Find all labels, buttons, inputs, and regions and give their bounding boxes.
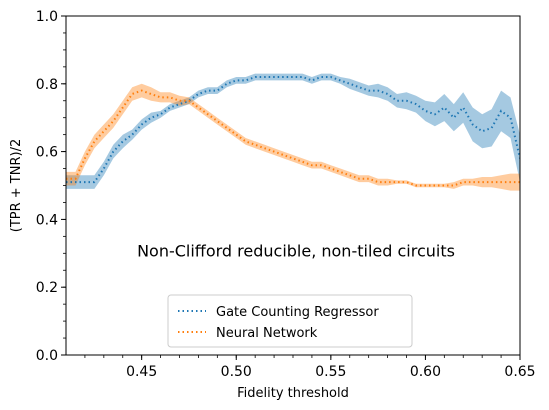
x-tick-label: 0.55 bbox=[315, 364, 346, 380]
y-axis: 0.0 0.2 0.4 0.6 0.8 1.0 bbox=[36, 9, 66, 364]
y-tick-label: 0.2 bbox=[36, 280, 58, 296]
legend-label-gate-counting: Gate Counting Regressor bbox=[216, 305, 379, 320]
y-tick-label: 0.6 bbox=[36, 145, 58, 161]
x-axis-label: Fidelity threshold bbox=[237, 386, 349, 401]
x-axis: 0.45 0.50 0.55 0.60 0.65 bbox=[84, 355, 536, 380]
legend-label-neural-network: Neural Network bbox=[216, 326, 318, 341]
x-tick-label: 0.65 bbox=[504, 364, 535, 380]
y-tick-label: 0.0 bbox=[36, 348, 58, 364]
y-tick-label: 0.8 bbox=[36, 77, 58, 93]
x-tick-label: 0.45 bbox=[126, 364, 157, 380]
legend: Gate Counting Regressor Neural Network bbox=[167, 294, 413, 348]
x-tick-label: 0.60 bbox=[410, 364, 441, 380]
y-tick-label: 0.4 bbox=[36, 212, 58, 228]
y-axis-label: (TPR + TNR)/2 bbox=[9, 139, 24, 232]
line-gate-counting bbox=[66, 76, 520, 184]
confidence-bands bbox=[66, 73, 520, 191]
line-neural-network bbox=[66, 89, 520, 187]
band-neural-network bbox=[66, 83, 520, 191]
series-lines bbox=[66, 76, 520, 187]
band-gate-counting bbox=[66, 73, 520, 189]
plot-area bbox=[66, 73, 520, 191]
x-tick-label: 0.50 bbox=[221, 364, 252, 380]
chart-annotation: Non-Clifford reducible, non-tiled circui… bbox=[137, 242, 455, 261]
y-tick-label: 1.0 bbox=[36, 9, 58, 25]
legend-box bbox=[167, 294, 413, 348]
